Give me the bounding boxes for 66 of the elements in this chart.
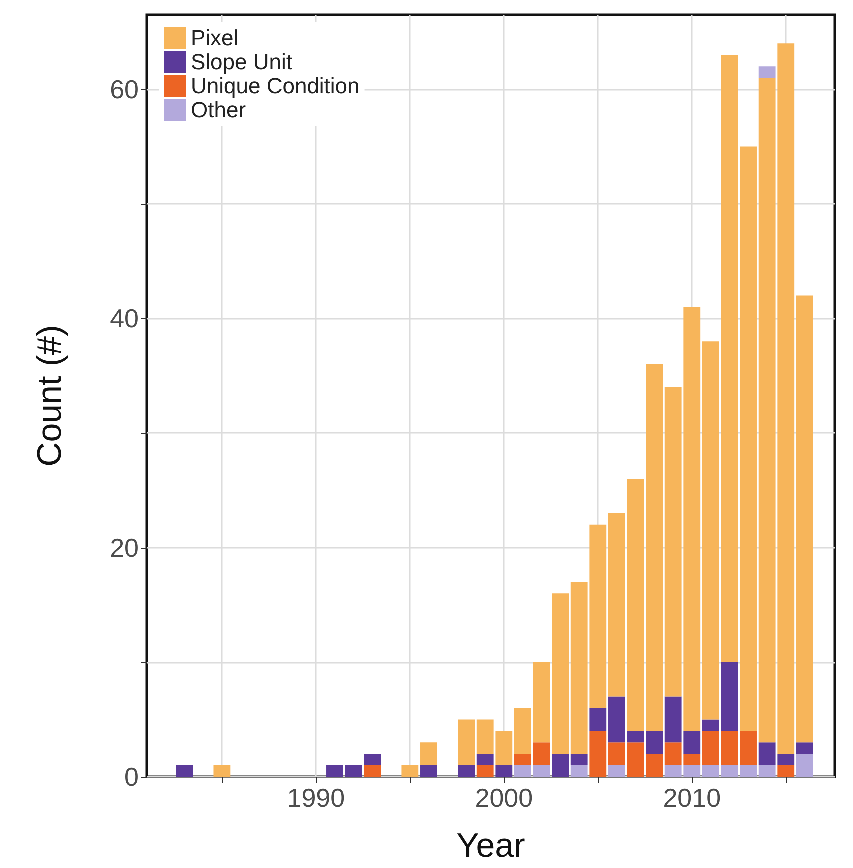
bar — [721, 55, 738, 662]
legend-label: Slope Unit — [191, 50, 293, 74]
bar — [458, 766, 476, 777]
bar — [345, 766, 362, 777]
x-axis-title: Year — [456, 827, 526, 865]
bar — [646, 754, 663, 777]
bar — [552, 594, 570, 754]
bar — [702, 731, 720, 766]
bar — [514, 754, 532, 766]
bar — [514, 708, 532, 754]
bar — [570, 766, 588, 777]
bar — [476, 766, 494, 777]
bar — [496, 766, 513, 777]
bar — [796, 742, 814, 754]
bar — [796, 754, 814, 777]
bar — [570, 754, 588, 766]
bar — [608, 513, 626, 697]
bar — [646, 731, 663, 754]
bar — [758, 766, 776, 777]
legend-label: Unique Condition — [191, 74, 360, 98]
bar — [740, 731, 757, 766]
bar — [420, 766, 438, 777]
bar — [514, 766, 532, 777]
bar — [590, 731, 607, 777]
bar — [702, 720, 720, 732]
bar — [740, 766, 757, 777]
bar — [420, 742, 438, 766]
legend-label: Other — [191, 98, 246, 122]
bar — [627, 742, 644, 777]
y-tick-label: 60 — [110, 74, 139, 104]
bar — [702, 766, 720, 777]
bar — [590, 708, 607, 732]
bar — [552, 754, 570, 777]
bar — [214, 766, 231, 777]
y-tick-label: 40 — [110, 304, 139, 334]
x-tick-label: 2010 — [663, 783, 722, 813]
bar — [702, 342, 720, 720]
y-tick-label: 0 — [124, 762, 139, 792]
bar — [402, 766, 419, 777]
x-tick-label: 1990 — [287, 783, 346, 813]
bar — [721, 766, 738, 777]
bar — [533, 662, 550, 743]
bar — [608, 766, 626, 777]
bar — [176, 766, 194, 777]
bar — [364, 754, 382, 766]
bar — [533, 742, 550, 766]
bar — [608, 696, 626, 743]
bar — [458, 720, 476, 766]
bar — [476, 754, 494, 766]
bar — [758, 66, 776, 78]
y-tick-label: 20 — [110, 532, 139, 563]
legend-label: Pixel — [191, 26, 239, 50]
bar — [796, 296, 814, 743]
bar — [646, 364, 663, 732]
bar — [533, 766, 550, 777]
y-axis-title: Count (#) — [31, 325, 69, 467]
bar — [627, 479, 644, 732]
bar — [721, 662, 738, 732]
x-tick-label: 2000 — [475, 783, 534, 813]
bar — [326, 766, 344, 777]
bar — [364, 766, 382, 777]
bar — [740, 146, 757, 732]
bar — [627, 731, 644, 743]
bar — [608, 742, 626, 766]
bar — [721, 731, 738, 766]
bar — [778, 766, 795, 777]
